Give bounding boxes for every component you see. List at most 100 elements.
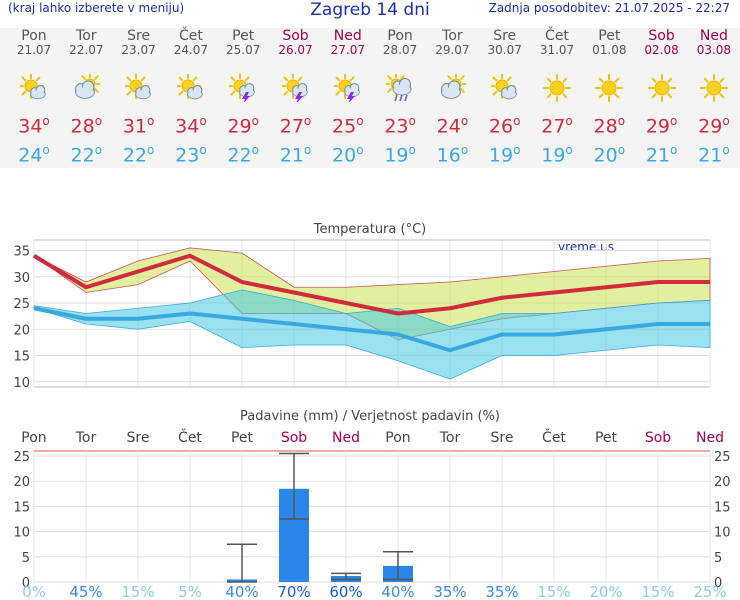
sun-cloud-icon	[176, 74, 203, 100]
forecast-date: 02.08	[644, 43, 679, 57]
forecast-day-name: Sre	[493, 28, 517, 44]
forecast-day: Ned 27.07 25o 20o	[322, 28, 374, 166]
forecast-day-name: Pon	[387, 28, 413, 44]
forecast-day-name: Tor	[442, 28, 463, 44]
sun-icon	[647, 74, 676, 102]
precip-probability-label: 15%	[537, 583, 570, 600]
sun-cloud-icon	[20, 74, 46, 100]
forecast-max-temp: 29o	[698, 114, 730, 138]
sun-storm-icon	[333, 74, 360, 102]
forecast-day: Pet 01.08 28o 20o	[583, 28, 635, 166]
forecast-day-name: Ned	[333, 28, 362, 44]
forecast-date: 01.08	[592, 43, 627, 57]
forecast-day: Sre 23.07 31o 22o	[113, 28, 165, 166]
forecast-date: 23.07	[121, 43, 156, 57]
forecast-day-name: Čet	[178, 28, 203, 44]
precip-day-label: Čet	[178, 428, 202, 446]
forecast-min-temp: 16o	[436, 143, 469, 167]
forecast-day: Sre 30.07 26o 19o	[479, 28, 531, 166]
cloud-sun-icon	[75, 74, 101, 99]
forecast-min-temp: 19o	[541, 143, 573, 167]
forecast-max-temp: 25o	[332, 114, 364, 138]
forecast-day-name: Ned	[699, 28, 728, 44]
forecast-day: Tor 29.07 24o 16o	[426, 28, 478, 166]
forecast-min-temp: 21o	[645, 143, 678, 167]
temperature-y-tick-label: 25	[13, 297, 30, 312]
forecast-max-temp: 34o	[18, 114, 50, 138]
forecast-day: Tor 22.07 28o 22o	[60, 28, 112, 166]
precip-day-label: Ned	[332, 430, 360, 446]
forecast-date: 26.07	[278, 43, 313, 57]
forecast-day: Čet 31.07 27o 19o	[531, 28, 583, 166]
forecast-day-name: Pet	[598, 28, 621, 44]
forecast-min-temp: 20o	[332, 143, 364, 167]
precip-day-label: Sob	[281, 430, 307, 446]
sun-cloud-icon	[124, 74, 151, 100]
sun-storm-icon	[229, 74, 255, 102]
forecast-min-temp: 23o	[175, 143, 207, 167]
precip-y-tick-label-right: 5	[714, 551, 722, 566]
precip-plot-frame	[33, 450, 711, 583]
precip-y-tick-label-right: 0	[714, 576, 722, 591]
location-hint-link[interactable]: (kraj lahko izberete v meniju)	[8, 1, 185, 15]
precip-probability-label: 70%	[277, 583, 310, 600]
min-temp-line	[33, 306, 710, 353]
forecast-max-temp: 27o	[279, 114, 312, 138]
forecast-max-temp: 23o	[384, 114, 416, 138]
precip-probability-label: 40%	[225, 583, 258, 600]
precip-day-label: Pon	[385, 430, 410, 446]
precip-y-tick-label-right: 20	[714, 475, 731, 490]
forecast-date: 24.07	[173, 43, 209, 57]
forecast-min-temp: 20o	[593, 143, 626, 167]
temperature-y-tick-label: 35	[13, 245, 30, 260]
temperature-y-tick-label: 10	[13, 376, 30, 391]
precip-y-tick-label-left: 20	[13, 475, 30, 490]
cloud-sun-icon	[441, 74, 467, 99]
precip-day-label: Tor	[439, 430, 461, 446]
max-temp-line	[32, 253, 710, 316]
precip-y-tick-label-left: 15	[13, 500, 30, 515]
forecast-date: 03.08	[696, 43, 732, 57]
page-title: Zagreb 14 dni	[310, 0, 430, 20]
sun-icon	[543, 74, 571, 102]
temperature-y-tick-label: 15	[13, 350, 30, 365]
precip-probability-label: 35%	[433, 583, 466, 600]
precip-day-label: Sre	[127, 430, 150, 446]
forecast-day: Sob 02.08 29o 21o	[636, 28, 688, 166]
precip-error-bar	[279, 452, 309, 520]
precip-probability-label: 25%	[693, 583, 726, 600]
forecast-date: 27.07	[330, 43, 365, 57]
forecast-date: 22.07	[69, 43, 104, 57]
forecast-day-name: Sre	[127, 28, 151, 44]
precip-probability-label: 5%	[178, 583, 202, 600]
forecast-day: Ned 03.08 29o 21o	[688, 28, 740, 166]
sun-cloud-icon	[490, 74, 517, 100]
precip-day-label: Sre	[491, 430, 514, 446]
precip-y-tick-label-right: 15	[714, 500, 731, 515]
forecast-max-temp: 24o	[436, 114, 469, 138]
precip-probability-label: 35%	[485, 583, 518, 600]
precip-day-label: Tor	[75, 430, 97, 446]
forecast-max-temp: 29o	[645, 114, 678, 138]
precip-y-tick-label-left: 0	[22, 576, 30, 591]
forecast-min-temp: 21o	[279, 143, 312, 167]
forecast-min-temp: 19o	[384, 143, 416, 167]
forecast-day: Pon 28.07 23o 19o	[374, 28, 426, 166]
header: (kraj lahko izberete v meniju) Zagreb 14…	[0, 0, 740, 22]
last-update-text: Zadnja posodobitev: 21.07.2025 - 22:27	[488, 1, 730, 15]
forecast-day: Čet 24.07 34o 23o	[165, 28, 217, 166]
forecast-date: 29.07	[435, 43, 470, 57]
forecast-date: 28.07	[382, 43, 418, 57]
precip-y-tick-label-left: 25	[13, 450, 30, 465]
precip-probability-label: 40%	[381, 583, 414, 600]
precip-y-tick-label-right: 10	[714, 526, 731, 541]
precip-probability-label: 60%	[329, 583, 362, 600]
precip-probability-label: 45%	[69, 583, 102, 600]
forecast-max-temp: 27o	[541, 114, 573, 138]
forecast-day-name: Sob	[648, 28, 675, 44]
precip-probability-label: 0%	[22, 583, 46, 600]
forecast-min-temp: 19o	[488, 143, 521, 167]
forecast-min-temp: 24o	[18, 143, 50, 167]
min-temp-range-band	[33, 289, 711, 380]
forecast-min-temp: 22o	[122, 143, 155, 167]
